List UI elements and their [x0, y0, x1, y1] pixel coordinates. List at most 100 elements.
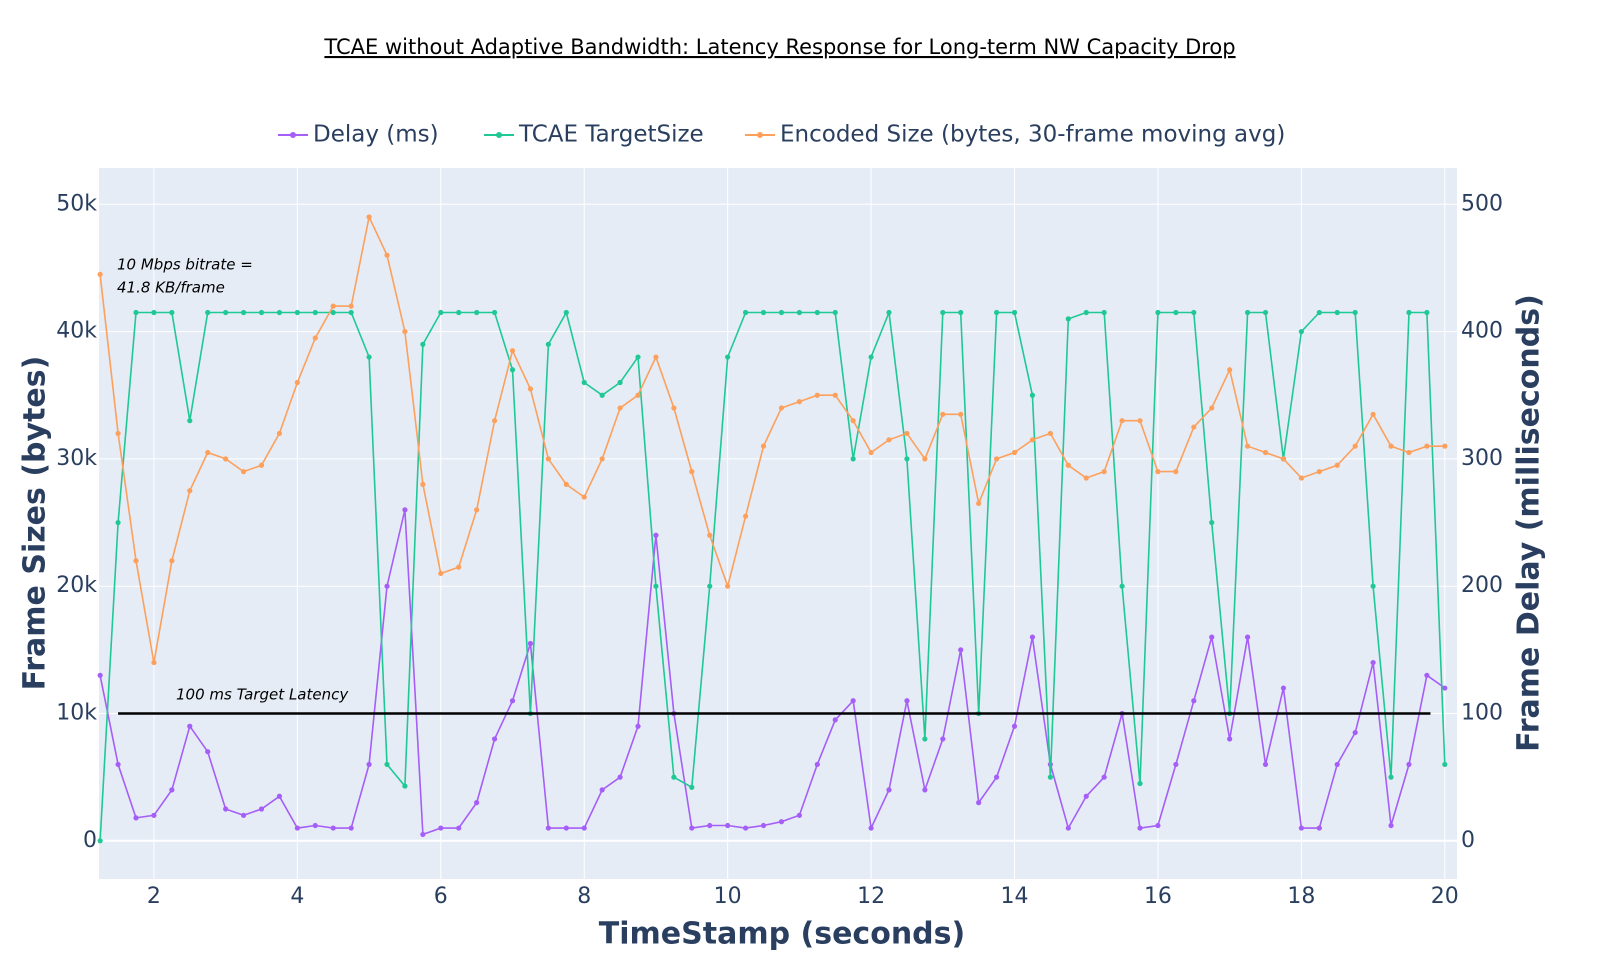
data-point [689, 469, 695, 475]
data-point [1191, 309, 1197, 316]
x-tick-label: 10 [714, 884, 742, 909]
data-point [1262, 761, 1269, 768]
data-point [1442, 443, 1448, 449]
data-point [1442, 761, 1448, 768]
data-point [1442, 685, 1448, 691]
data-point [97, 672, 103, 678]
data-point [1298, 328, 1304, 335]
data-point [1191, 698, 1197, 704]
data-point [1101, 469, 1107, 475]
data-point [1352, 309, 1358, 316]
data-point [402, 328, 408, 335]
data-point [563, 825, 569, 831]
x-tick-label: 20 [1431, 884, 1459, 909]
annotation: 10 Mbps bitrate = [117, 256, 253, 274]
data-point [1119, 583, 1125, 589]
data-point [223, 456, 229, 462]
data-point [276, 793, 283, 799]
data-point [276, 430, 283, 437]
data-point [276, 309, 283, 316]
data-point [832, 717, 838, 723]
data-point [653, 583, 659, 589]
data-point [850, 698, 856, 704]
data-point [474, 800, 480, 806]
data-point [1424, 672, 1430, 678]
data-point [725, 822, 731, 829]
data-point [187, 723, 193, 729]
data-point [671, 405, 677, 411]
data-point [312, 309, 318, 316]
data-point [348, 309, 354, 316]
data-point [348, 825, 354, 831]
data-point [1209, 634, 1215, 640]
y-tick-label: 40k [56, 319, 97, 344]
data-point [1209, 519, 1215, 526]
data-point [1262, 449, 1269, 456]
data-point [1352, 729, 1358, 736]
annotation: 41.8 KB/frame [117, 279, 225, 297]
data-point [133, 815, 139, 821]
data-point [868, 825, 874, 831]
data-point [384, 252, 390, 258]
data-point [832, 309, 838, 316]
data-point [599, 392, 605, 398]
data-point [707, 583, 713, 589]
data-point [742, 513, 749, 519]
data-point [1280, 685, 1287, 691]
data-point [1173, 469, 1179, 475]
data-point [922, 787, 928, 793]
data-point [133, 558, 139, 564]
data-point [1370, 583, 1376, 589]
data-point [814, 761, 820, 768]
data-point [240, 309, 247, 316]
series-line [99, 214, 1445, 663]
data-point [223, 309, 229, 316]
data-point [760, 443, 767, 449]
data-point [1316, 309, 1322, 316]
data-point [993, 309, 1000, 316]
data-point [1101, 309, 1107, 316]
data-point [563, 309, 569, 316]
data-point [294, 379, 300, 386]
data-point [922, 456, 928, 462]
data-point [509, 698, 516, 704]
data-point [1137, 825, 1143, 831]
legend-marker [757, 132, 763, 138]
data-point [904, 456, 910, 462]
x-tick-label: 12 [857, 884, 885, 909]
legend-label: Delay (ms) [313, 122, 439, 148]
y2-tick-label: 0 [1461, 828, 1475, 853]
data-point [940, 411, 946, 417]
data-point [151, 812, 157, 818]
data-point [599, 787, 605, 793]
data-point [1029, 437, 1036, 443]
data-point [1173, 309, 1179, 316]
data-point [169, 787, 175, 793]
data-point [366, 214, 372, 220]
y-tick-label: 0 [83, 828, 97, 853]
y2-tick-label: 200 [1461, 573, 1503, 598]
data-point [1083, 793, 1089, 799]
data-point [348, 303, 354, 309]
data-point [778, 309, 785, 316]
data-point [1047, 430, 1053, 437]
data-point [635, 392, 641, 398]
data-point [599, 456, 605, 462]
data-point [1262, 309, 1269, 316]
data-point [671, 774, 677, 780]
x-tick-label: 8 [577, 884, 591, 909]
data-point [1316, 469, 1322, 475]
data-point [1173, 761, 1179, 768]
y2-tick-label: 500 [1461, 191, 1503, 216]
data-point [904, 430, 910, 437]
x-axis-label: TimeStamp (seconds) [599, 917, 965, 952]
data-point [187, 488, 193, 494]
data-point [1083, 475, 1089, 481]
data-point [814, 392, 820, 398]
data-point [312, 822, 318, 829]
data-point [1388, 822, 1394, 829]
data-point [940, 309, 946, 316]
data-point [689, 784, 695, 790]
data-point [1352, 443, 1358, 449]
